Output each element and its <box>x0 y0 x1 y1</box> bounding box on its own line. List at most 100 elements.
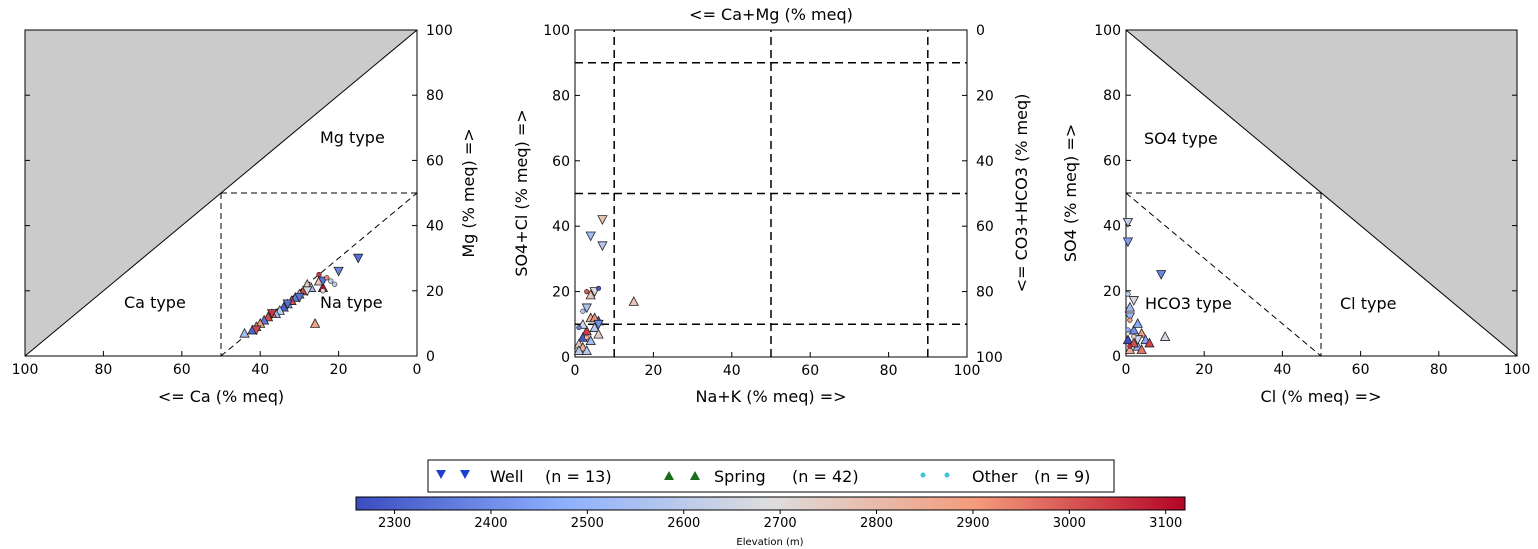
x-tick-label: 0 <box>413 362 422 378</box>
x-tick-label: 40 <box>723 363 741 379</box>
spring-point <box>585 335 596 346</box>
well-point <box>333 266 344 277</box>
legend-spring-label: Spring <box>714 467 766 486</box>
spring-point <box>573 345 585 355</box>
x-tick-label: 100 <box>954 363 981 379</box>
legend-spring-marker-1 <box>664 471 674 480</box>
diamond-x-ticks: 0 20 40 60 80 100 <box>571 352 981 379</box>
other-point <box>1125 327 1131 333</box>
legend-item-spring: Spring (n = 42) <box>664 467 859 486</box>
y-tick-label: 100 <box>543 23 570 39</box>
y-tick-label: 0 <box>1112 349 1121 365</box>
well-point <box>251 325 262 336</box>
x-tick-label: 60 <box>173 362 191 378</box>
well-point <box>302 286 313 297</box>
colorbar-tick-label: 2900 <box>956 516 989 531</box>
diamond-right-y-axis-label: <= CO3+HCO3 (% meq) <box>1012 94 1031 293</box>
legend-other-count: (n = 9) <box>1034 467 1090 486</box>
right-y-tick-label: 20 <box>976 88 994 104</box>
spring-point <box>1144 337 1155 348</box>
y-tick-label: 20 <box>1103 284 1121 300</box>
y-tick-label: 60 <box>552 154 570 170</box>
legend-other-marker-2 <box>944 472 950 478</box>
well-point <box>585 231 596 242</box>
other-point <box>584 289 590 295</box>
y-tick-label: 100 <box>426 23 453 39</box>
colorbar-tick-label: 2600 <box>667 516 700 531</box>
spring-point <box>1159 331 1171 341</box>
legend-box <box>427 459 1115 493</box>
x-tick-label: 80 <box>94 362 112 378</box>
well-point <box>597 241 608 252</box>
diamond-right-y-ticks: 100 80 60 40 20 0 <box>976 23 1003 366</box>
legend-spring-count: (n = 42) <box>792 467 859 486</box>
anion-region-label-cl: Cl type <box>1340 294 1396 313</box>
cation-panel: 100 80 60 40 20 0 0 20 40 60 80 100 Mg type Ca typ… <box>12 23 478 406</box>
legend-well-marker-1 <box>436 470 446 479</box>
y-tick-label: 80 <box>552 88 570 104</box>
well-point <box>353 253 364 264</box>
other-point <box>328 278 334 284</box>
right-y-tick-label: 40 <box>976 154 994 170</box>
other-point <box>595 285 602 291</box>
legend-other-label: Other <box>972 467 1018 486</box>
colorbar-tick-label: 2400 <box>474 516 507 531</box>
legend-item-other: Other (n = 9) <box>920 467 1090 486</box>
diamond-y-axis-label: SO4+Cl (% meq) => <box>512 109 531 276</box>
right-y-tick-label: 60 <box>976 219 994 235</box>
other-point <box>580 308 586 314</box>
well-point <box>1122 217 1134 228</box>
legend-well-marker-2 <box>460 470 470 479</box>
cation-region-label-na: Na type <box>320 293 383 312</box>
well-point <box>1128 296 1139 306</box>
legend-well-count: (n = 13) <box>545 467 612 486</box>
diamond-panel: 0 20 40 60 80 100 0 20 40 60 80 100 100 80 60 40 20 0 <… <box>512 5 1031 406</box>
well-point <box>597 215 608 226</box>
anion-dash-diagonal <box>1125 192 1322 357</box>
other-point <box>320 288 326 294</box>
anion-region-label-hco3: HCO3 type <box>1145 294 1232 313</box>
spring-point <box>593 328 604 339</box>
legend-spring-marker-2 <box>690 471 700 480</box>
y-tick-label: 0 <box>426 349 435 365</box>
spring-point <box>589 322 600 332</box>
cation-y-ticks: 0 20 40 60 80 100 <box>25 23 453 365</box>
diamond-title: <= Ca+Mg (% meq) <box>689 5 853 24</box>
y-tick-label: 60 <box>1103 153 1121 169</box>
x-tick-label: 80 <box>880 363 898 379</box>
colorbar-tick-label: 2500 <box>571 516 604 531</box>
well-point <box>1124 312 1136 323</box>
anion-x-ticks: 0 20 40 60 80 100 <box>1122 351 1530 378</box>
well-point <box>266 309 278 319</box>
x-tick-label: 20 <box>330 362 348 378</box>
other-point <box>324 275 330 281</box>
well-point <box>581 303 592 314</box>
anion-data-points <box>1122 217 1171 354</box>
spring-point <box>309 318 321 328</box>
cation-x-ticks: 100 80 60 40 20 0 <box>12 351 422 378</box>
cation-region-label-ca: Ca type <box>124 293 186 312</box>
x-tick-label: 20 <box>644 363 662 379</box>
y-tick-label: 40 <box>1103 219 1121 235</box>
other-point <box>332 281 338 287</box>
colorbar: 2300 2400 2500 2600 2700 2800 2900 3000 3100 Ele… <box>355 496 1186 548</box>
cation-region-label-mg: Mg type <box>320 128 385 147</box>
y-tick-label: 0 <box>561 350 570 366</box>
spring-point <box>1132 318 1143 328</box>
other-point <box>1127 343 1133 349</box>
x-tick-label: 60 <box>801 363 819 379</box>
y-tick-label: 80 <box>1103 88 1121 104</box>
other-point <box>1125 291 1131 297</box>
anion-x-axis-label: Cl (% meq) => <box>1261 387 1382 406</box>
colorbar-gradient <box>355 496 1186 511</box>
diamond-dashed-grid <box>575 30 967 357</box>
x-tick-label: 40 <box>251 362 269 378</box>
anion-y-ticks: 0 20 40 60 80 100 <box>1094 23 1517 365</box>
spring-point <box>1136 344 1147 354</box>
right-y-tick-label: 80 <box>976 285 994 301</box>
spring-point <box>1122 334 1134 345</box>
x-tick-label: 0 <box>1122 362 1131 378</box>
y-tick-label: 40 <box>552 219 570 235</box>
spring-point <box>581 345 592 355</box>
